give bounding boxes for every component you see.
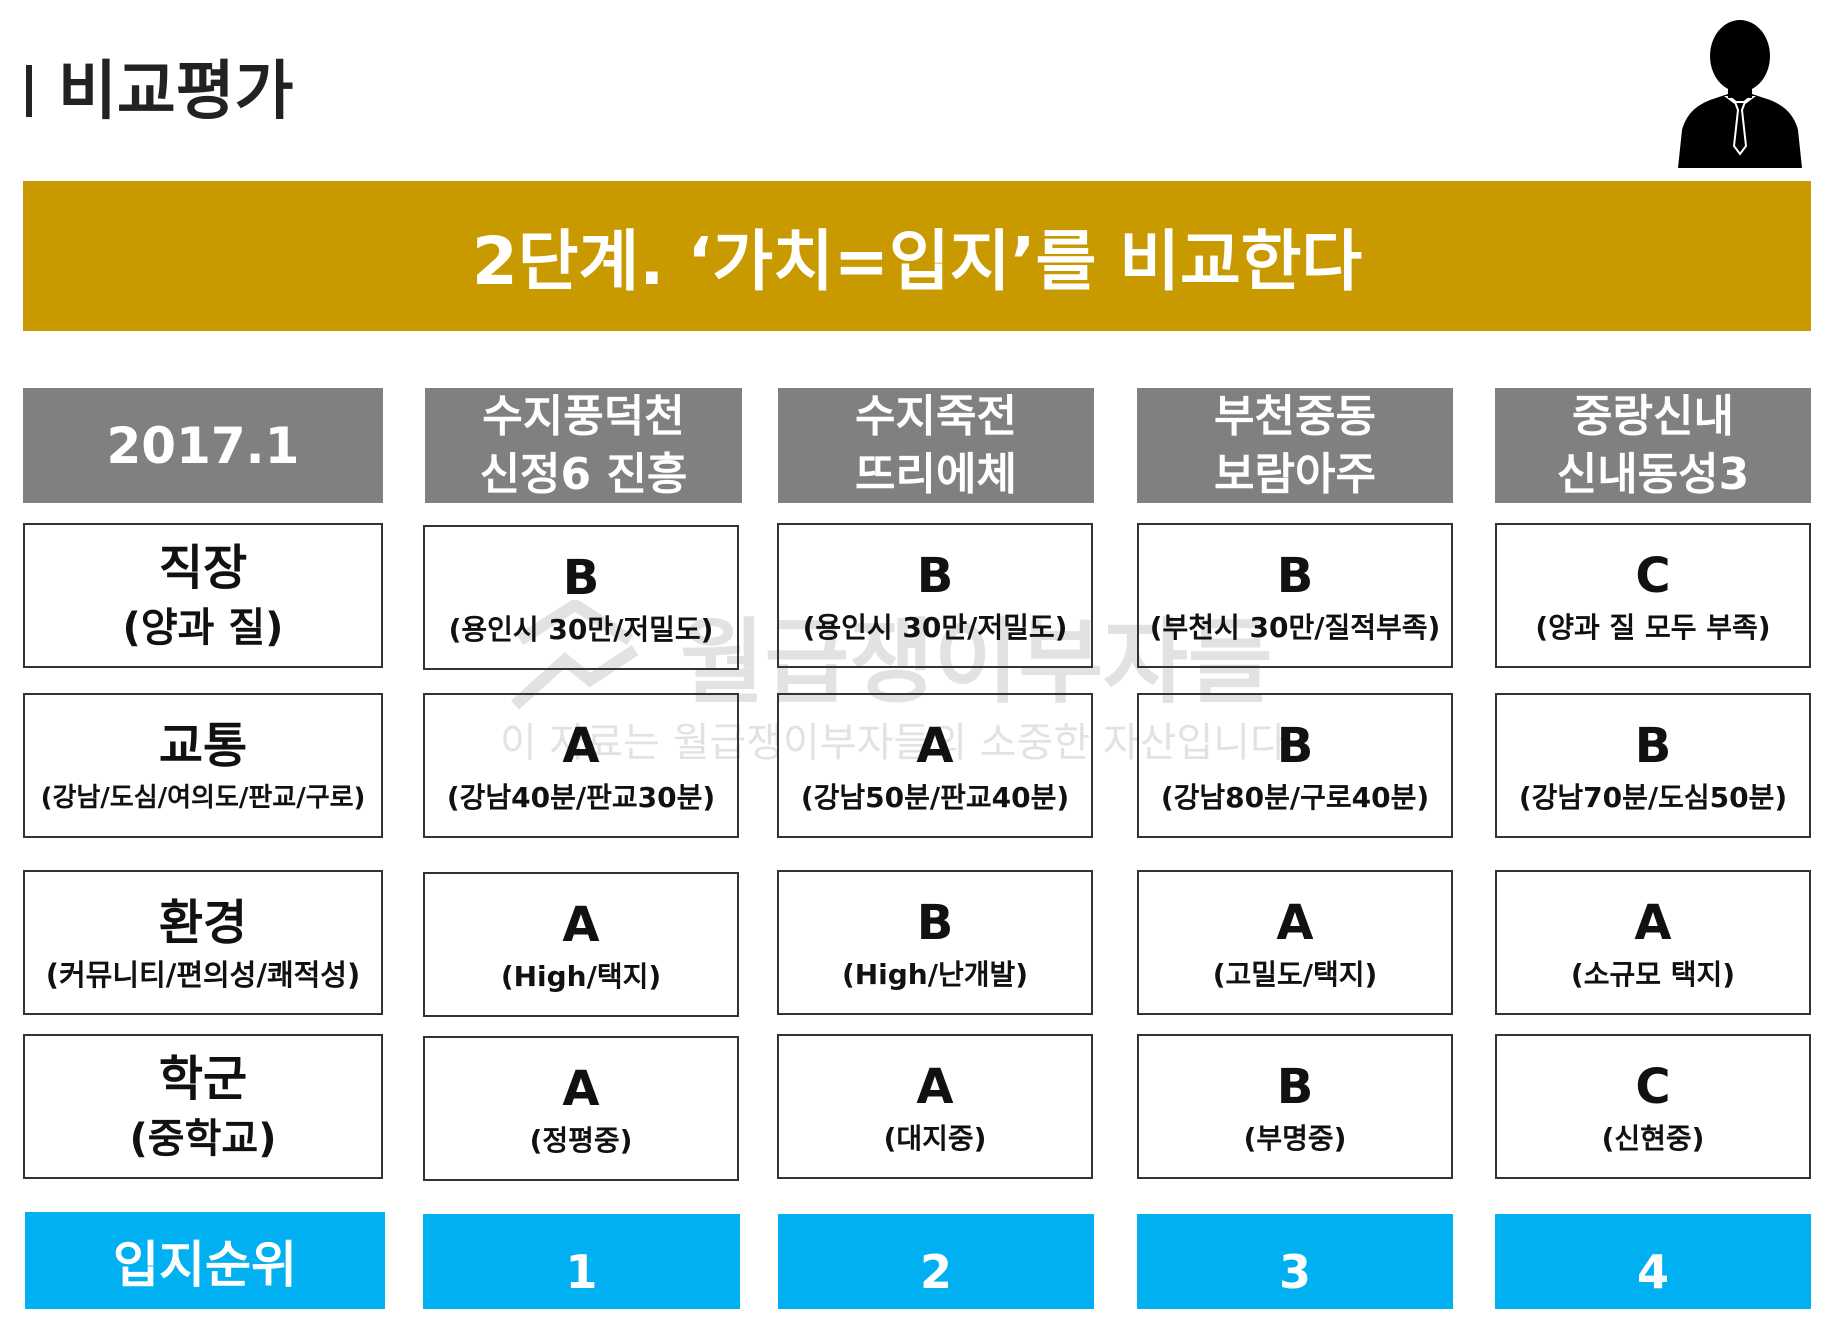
rating-grade: A (1634, 894, 1672, 951)
rating-note: (용인시 30만/저밀도) (802, 610, 1068, 644)
rating-grade: B (562, 549, 600, 606)
rating-cell: A (강남50분/판교40분) (777, 693, 1093, 838)
rating-grade: B (916, 547, 954, 604)
rating-grade: B (1276, 547, 1314, 604)
rating-cell: B (부천시 30만/질적부족) (1137, 523, 1453, 668)
category-transport: 교통 (강남/도심/여의도/판교/구로) (23, 693, 383, 838)
rating-note: (대지중) (883, 1121, 987, 1155)
category-name: 직장 (158, 539, 248, 596)
rating-grade: C (1635, 547, 1671, 604)
rating-note: (양과 질 모두 부족) (1535, 610, 1771, 644)
rating-cell: C (신현중) (1495, 1034, 1811, 1179)
rating-grade: C (1635, 1058, 1671, 1115)
rank-cell-2: 2 (778, 1214, 1094, 1309)
rating-cell: A (고밀도/택지) (1137, 870, 1453, 1015)
rating-grade: A (916, 717, 954, 774)
rating-grade: B (1276, 717, 1314, 774)
rating-note: (부명중) (1243, 1121, 1347, 1155)
area-header-1: 수지풍덕천 신정6 진흥 (425, 388, 742, 503)
rating-note: (부천시 30만/질적부족) (1149, 610, 1441, 644)
rating-grade: B (1634, 717, 1672, 774)
rating-note: (용인시 30만/저밀도) (448, 612, 714, 646)
rating-note: (신현중) (1601, 1121, 1705, 1155)
rating-cell: A (정평중) (423, 1036, 739, 1181)
area-name-line1: 중랑신내 (1572, 390, 1734, 442)
rank-label-cell: 입지순위 (25, 1212, 385, 1309)
area-name-line1: 부천중동 (1214, 390, 1376, 442)
rating-cell: B (용인시 30만/저밀도) (777, 523, 1093, 668)
area-name-line2: 뜨리에체 (855, 448, 1017, 500)
rating-grade: A (916, 1058, 954, 1115)
rating-cell: A (강남40분/판교30분) (423, 693, 739, 838)
category-environment: 환경 (커뮤니티/편의성/쾌적성) (23, 870, 383, 1015)
rank-cell-1: 1 (423, 1214, 740, 1309)
rating-cell: B (강남80분/구로40분) (1137, 693, 1453, 838)
rank-number: 3 (1278, 1244, 1311, 1299)
category-name: 환경 (158, 894, 248, 951)
rating-grade: A (1276, 894, 1314, 951)
area-header-2: 수지죽전 뜨리에체 (778, 388, 1094, 503)
rating-note: (소규모 택지) (1570, 957, 1736, 991)
rating-cell: A (High/택지) (423, 872, 739, 1017)
page-title-text: 비교평가 (58, 55, 294, 129)
title-bar (26, 65, 32, 117)
category-sub: (커뮤니티/편의성/쾌적성) (45, 957, 361, 992)
area-name-line2: 신정6 진흥 (479, 448, 688, 500)
step-banner: 2단계. ‘가치=입지’를 비교한다 (23, 181, 1811, 331)
rating-cell: B (용인시 30만/저밀도) (423, 525, 739, 670)
date-label: 2017.1 (106, 416, 300, 475)
category-job: 직장 (양과 질) (23, 523, 383, 668)
category-sub: (강남/도심/여의도/판교/구로) (40, 782, 366, 813)
rating-cell: C (양과 질 모두 부족) (1495, 523, 1811, 668)
rating-note: (강남70분/도심50분) (1518, 780, 1788, 814)
rating-grade: B (1276, 1058, 1314, 1115)
category-sub: (중학교) (129, 1115, 277, 1162)
area-name-line2: 신내동성3 (1556, 448, 1750, 500)
category-school: 학군 (중학교) (23, 1034, 383, 1179)
rating-note: (High/택지) (500, 959, 662, 993)
rank-number: 4 (1636, 1244, 1669, 1299)
area-name-line1: 수지죽전 (855, 390, 1017, 442)
category-sub: (양과 질) (122, 604, 284, 651)
rating-cell: A (소규모 택지) (1495, 870, 1811, 1015)
area-name-line2: 보람아주 (1214, 448, 1376, 500)
rank-cell-4: 4 (1495, 1214, 1811, 1309)
rating-cell: B (High/난개발) (777, 870, 1093, 1015)
rank-cell-3: 3 (1137, 1214, 1453, 1309)
rating-note: (고밀도/택지) (1212, 957, 1378, 991)
rating-note: (정평중) (529, 1123, 633, 1157)
rating-grade: A (562, 1060, 600, 1117)
rating-grade: A (562, 896, 600, 953)
area-header-4: 중랑신내 신내동성3 (1495, 388, 1811, 503)
rating-grade: A (562, 717, 600, 774)
category-name: 교통 (158, 717, 248, 774)
rating-note: (High/난개발) (841, 957, 1029, 991)
rating-cell: A (대지중) (777, 1034, 1093, 1179)
rating-cell: B (강남70분/도심50분) (1495, 693, 1811, 838)
rating-note: (강남50분/판교40분) (800, 780, 1070, 814)
banner-text: 2단계. ‘가치=입지’를 비교한다 (471, 223, 1363, 300)
businessman-icon (1678, 20, 1802, 168)
rank-label: 입지순위 (113, 1235, 297, 1294)
category-name: 학군 (158, 1050, 248, 1107)
rating-cell: B (부명중) (1137, 1034, 1453, 1179)
rank-number: 2 (919, 1244, 952, 1299)
date-header: 2017.1 (23, 388, 383, 503)
rating-grade: B (916, 894, 954, 951)
page-title: 비교평가 (26, 40, 294, 132)
area-header-3: 부천중동 보람아주 (1137, 388, 1453, 503)
rating-note: (강남40분/판교30분) (446, 780, 716, 814)
area-name-line1: 수지풍덕천 (482, 390, 685, 442)
rank-number: 1 (565, 1244, 598, 1299)
rating-note: (강남80분/구로40분) (1160, 780, 1430, 814)
